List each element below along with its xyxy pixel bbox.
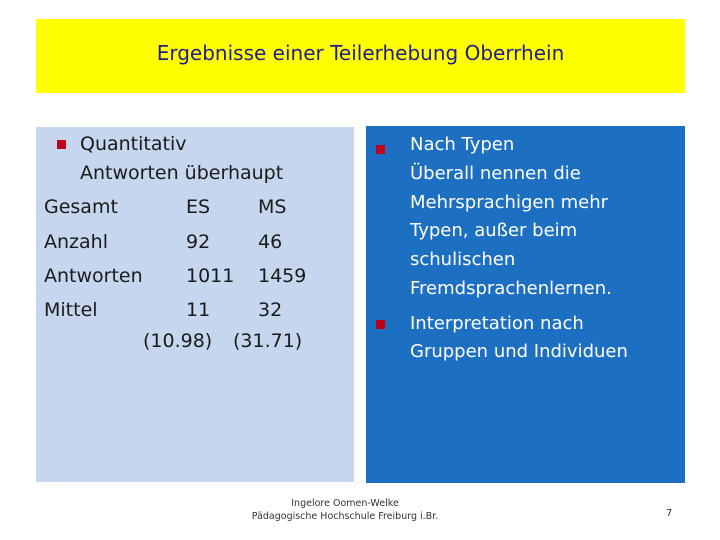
row-value-es: 92: [186, 231, 211, 253]
footer: Ingelore Oomen-Welke Pädagogische Hochsc…: [230, 497, 460, 523]
mean-exact-ms: (31.71): [233, 330, 303, 352]
row-value-es: 11: [186, 299, 211, 321]
bullet-icon: [376, 145, 385, 154]
right-bullet1-line: Fremdsprachenlernen.: [410, 278, 612, 299]
row-label: Mittel: [44, 299, 98, 321]
left-heading: Quantitativ: [80, 133, 187, 155]
row-value-ms: 1459: [258, 265, 307, 287]
right-bullet2-line: Interpretation nach: [410, 313, 584, 334]
footer-institution: Pädagogische Hochschule Freiburg i.Br.: [251, 511, 439, 522]
right-bullet1-line: Nach Typen: [410, 134, 515, 155]
right-bullet1-line: schulischen: [410, 249, 516, 270]
left-panel: [36, 127, 354, 482]
right-bullet1-line: Typen, außer beim: [410, 220, 578, 241]
bullet-icon: [376, 320, 385, 329]
right-bullet1-line: Überall nennen die: [410, 163, 581, 184]
page-number: 7: [666, 508, 673, 519]
table-header-es: ES: [186, 196, 211, 218]
row-label: Antworten: [44, 265, 143, 287]
row-value-ms: 32: [258, 299, 283, 321]
table-header-label: Gesamt: [44, 196, 118, 218]
title-bar: Ergebnisse einer Teilerhebung Oberrhein: [36, 19, 685, 93]
bullet-icon: [57, 140, 66, 149]
left-subheading: Antworten überhaupt: [80, 162, 284, 184]
slide-title: Ergebnisse einer Teilerhebung Oberrhein: [156, 41, 565, 65]
footer-author: Ingelore Oomen-Welke: [291, 498, 399, 509]
row-value-ms: 46: [258, 231, 283, 253]
table-header-ms: MS: [258, 196, 287, 218]
row-label: Anzahl: [44, 231, 108, 253]
mean-exact-es: (10.98): [143, 330, 213, 352]
right-bullet1-line: Mehrsprachigen mehr: [410, 192, 608, 213]
row-value-es: 1011: [186, 265, 235, 287]
right-bullet2-line: Gruppen und Individuen: [410, 341, 628, 362]
right-panel: [366, 126, 685, 483]
